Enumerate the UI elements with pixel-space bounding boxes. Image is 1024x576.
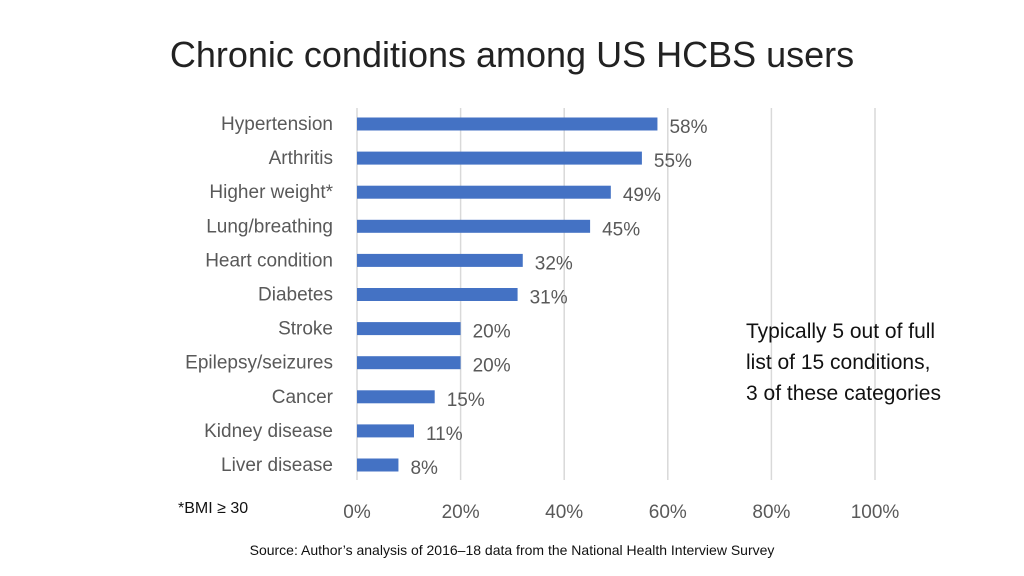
bar — [357, 219, 591, 233]
category-label: Liver disease — [221, 455, 333, 476]
data-label: 45% — [602, 219, 640, 240]
data-label: 20% — [473, 356, 511, 377]
data-label: 55% — [654, 151, 692, 172]
category-label: Hypertension — [221, 114, 333, 135]
bar — [357, 151, 642, 165]
x-tick-label: 0% — [343, 502, 371, 523]
x-tick-label: 20% — [442, 502, 480, 523]
annotation-line: list of 15 conditions, — [746, 351, 931, 374]
category-label: Heart condition — [205, 250, 333, 271]
data-label: 11% — [426, 424, 463, 445]
bar — [357, 424, 414, 438]
x-tick-label: 40% — [545, 502, 583, 523]
x-tick-label: 80% — [752, 502, 790, 523]
bar — [357, 117, 658, 131]
bar — [357, 288, 518, 301]
category-label: Epilepsy/seizures — [185, 353, 333, 374]
data-label: 49% — [623, 185, 661, 206]
data-label: 58% — [669, 117, 707, 138]
category-label: Diabetes — [258, 285, 333, 306]
chart-annotation: Typically 5 out of full list of 15 condi… — [746, 316, 986, 409]
data-label: 31% — [530, 288, 568, 309]
annotation-line: 3 of these categories — [746, 382, 941, 405]
data-label: 32% — [535, 253, 573, 274]
data-label: 20% — [473, 322, 511, 343]
data-label: 8% — [410, 458, 438, 479]
bar — [357, 390, 435, 404]
footnote: *BMI ≥ 30 — [178, 500, 249, 517]
category-label: Stroke — [278, 319, 333, 340]
category-label: Cancer — [272, 387, 334, 408]
chart-title: Chronic conditions among US HCBS users — [169, 34, 855, 75]
data-label: 15% — [447, 390, 485, 411]
bar — [357, 356, 461, 370]
bar — [357, 458, 399, 472]
x-tick-label: 100% — [851, 502, 900, 523]
category-label: Kidney disease — [204, 421, 333, 442]
category-label: Arthritis — [269, 148, 333, 169]
annotation-line: Typically 5 out of full — [746, 320, 936, 343]
source-note: Source: Author’s analysis of 2016–18 dat… — [249, 542, 775, 558]
category-label: Lung/breathing — [206, 216, 333, 237]
bar — [357, 185, 611, 199]
category-label: Higher weight* — [209, 182, 333, 203]
x-tick-label: 60% — [649, 502, 687, 523]
bar — [357, 322, 461, 336]
bar — [357, 253, 523, 267]
